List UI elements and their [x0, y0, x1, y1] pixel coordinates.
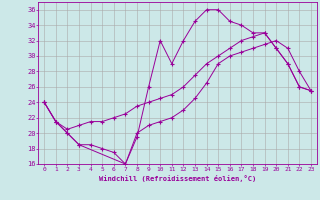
X-axis label: Windchill (Refroidissement éolien,°C): Windchill (Refroidissement éolien,°C) [99, 175, 256, 182]
